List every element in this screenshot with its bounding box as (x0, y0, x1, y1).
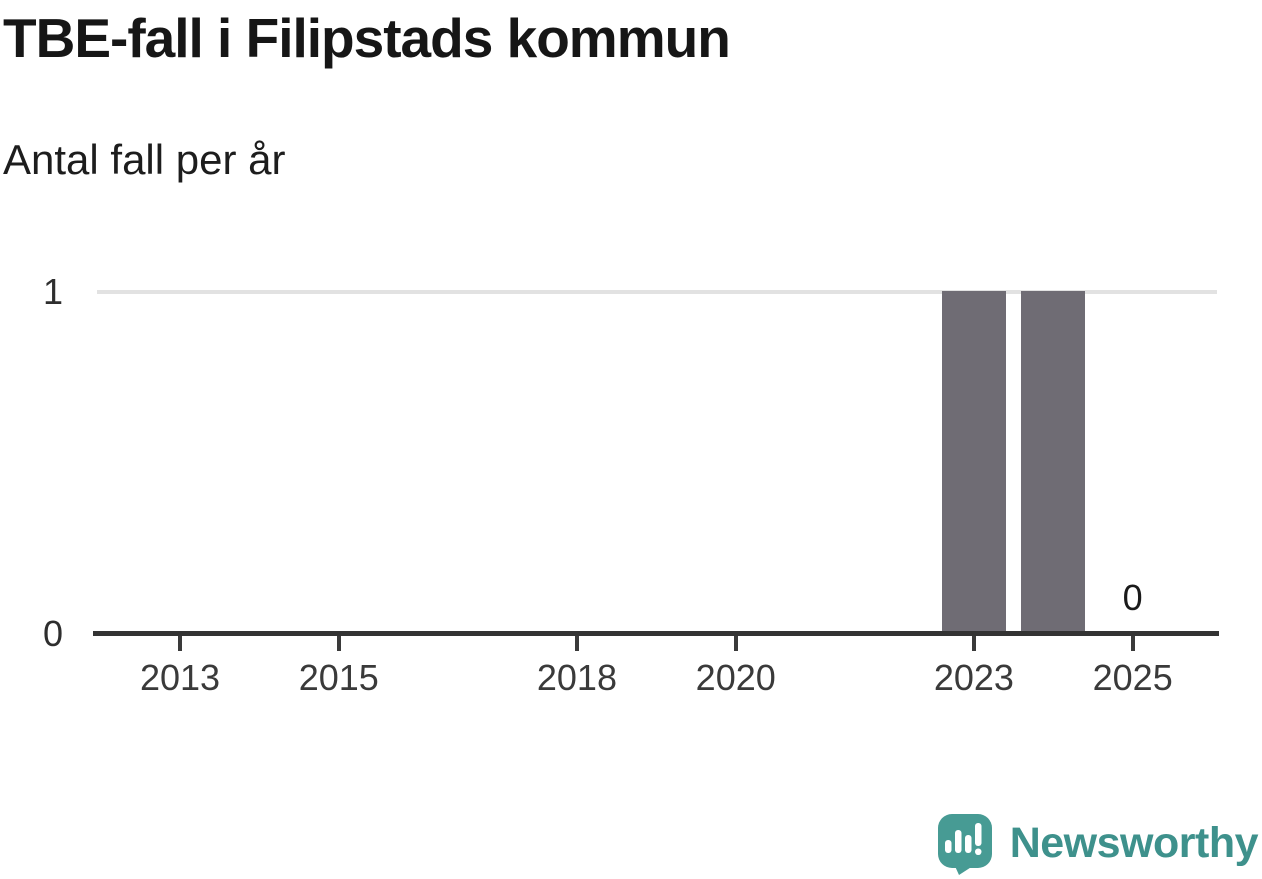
x-axis-line (93, 631, 1219, 636)
x-axis-tick-label-2020: 2020 (695, 657, 776, 698)
y-axis-tick-label-1: 1 (42, 271, 63, 312)
x-axis-tick-label-2023: 2023 (933, 657, 1014, 698)
chart-subtitle: Antal fall per år (3, 136, 286, 183)
value-annotation-2025: 0 (1122, 577, 1143, 618)
x-axis-tick-2020 (733, 636, 738, 651)
chart-title: TBE-fall i Filipstads kommun (3, 7, 731, 69)
x-axis-tick-2013 (178, 636, 182, 651)
bar-2024 (1021, 291, 1086, 633)
x-axis-tick-label-2013: 2013 (139, 657, 221, 698)
newsworthy-logo-icon (937, 814, 992, 875)
gridline-y1 (97, 290, 1217, 294)
newsworthy-logo-text: Newsworthy (1009, 819, 1259, 867)
x-axis-tick-label-2015: 2015 (298, 657, 379, 698)
x-axis-tick-label-2025: 2025 (1092, 657, 1173, 698)
x-axis-tick-label-2018: 2018 (536, 657, 617, 698)
newsworthy-logo: Newsworthy (937, 814, 1259, 875)
x-axis-tick-2025 (1130, 636, 1135, 651)
y-axis-tick-label-0: 0 (42, 613, 63, 654)
x-axis-tick-2018 (574, 636, 579, 651)
x-axis-tick-2015 (336, 636, 341, 651)
bar-2023 (941, 291, 1006, 633)
x-axis-tick-2023 (971, 636, 976, 651)
